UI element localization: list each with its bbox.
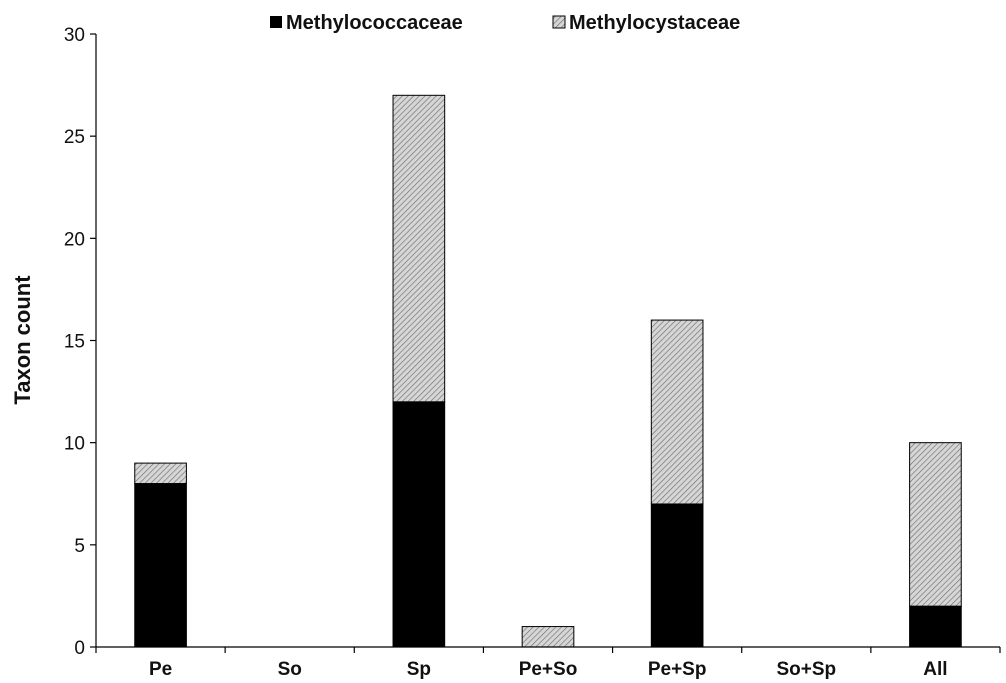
legend-label-methylocystaceae: Methylocystaceae: [569, 12, 740, 34]
y-axis-title: Taxon count: [10, 275, 35, 405]
x-category-label: So+Sp: [776, 659, 836, 680]
bar-segment-methylococcaceae-sp: [392, 401, 446, 648]
x-category-label: All: [923, 659, 947, 680]
y-tick-label: 5: [74, 536, 85, 557]
bar-segment-methylocystaceae-pe-so: [521, 626, 575, 648]
bar-segment-methylocystaceae-sp: [392, 94, 446, 403]
bar-segment-methylocystaceae-pe-sp: [650, 319, 704, 505]
y-tick-label: 20: [64, 229, 85, 250]
x-category-label: Sp: [407, 659, 431, 680]
x-category-label: Pe: [149, 659, 172, 680]
bars: [134, 94, 962, 648]
legend-label-methylococcaceae: Methylococcaceae: [286, 12, 463, 34]
bar-segment-methylococcaceae-pe: [134, 483, 187, 648]
legend: Methylococcaceae Methylocystaceae: [270, 12, 740, 34]
legend-swatch-methylococcaceae: [270, 16, 282, 28]
x-category-label: Pe+Sp: [648, 659, 707, 680]
y-tick-label: 30: [64, 25, 85, 46]
y-tick-label: 0: [74, 638, 85, 659]
x-category-label: Pe+So: [519, 659, 578, 680]
y-tick-label: 25: [64, 127, 85, 148]
x-axis-labels: Pe So Sp Pe+So Pe+Sp So+Sp All: [95, 647, 1001, 680]
y-tick-label: 10: [64, 434, 85, 455]
bar-segment-methylocystaceae-pe: [134, 462, 187, 485]
y-tick-label: 15: [64, 332, 85, 353]
legend-swatch-methylocystaceae: [552, 15, 566, 29]
x-category-label: So: [278, 659, 302, 680]
bar-segment-methylococcaceae-all: [909, 605, 962, 648]
y-axis-ticks: 0 5 10 15 20 25 30: [64, 25, 96, 659]
bar-segment-methylococcaceae-pe-sp: [650, 503, 704, 648]
bar-segment-methylocystaceae-all: [909, 442, 962, 607]
